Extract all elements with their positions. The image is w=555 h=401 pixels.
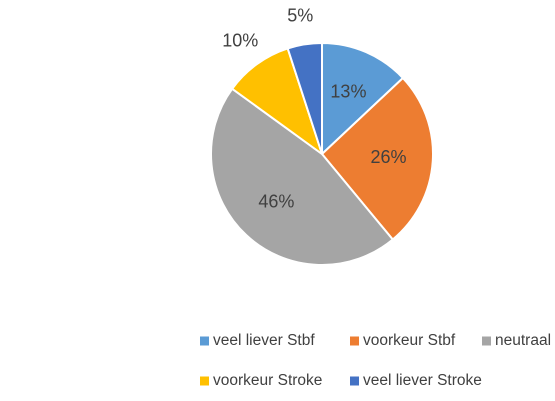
legend-marker	[482, 336, 491, 346]
data-label: 46%	[258, 191, 294, 211]
legend-label: veel liever Stbf	[213, 332, 315, 349]
data-label: 5%	[287, 5, 313, 25]
legend-marker	[200, 376, 209, 386]
data-label: 10%	[222, 30, 258, 50]
pie-slice	[320, 76, 434, 241]
legend-label: voorkeur Stbf	[363, 332, 456, 349]
legend-marker	[350, 336, 359, 346]
data-label: 26%	[370, 147, 406, 167]
pie-slice	[210, 87, 395, 266]
legend-label: veel liever Stroke	[363, 372, 482, 389]
legend-marker	[350, 376, 359, 386]
data-label: 13%	[330, 82, 366, 102]
pie-slice	[321, 41, 405, 157]
legend-label: voorkeur Stroke	[213, 372, 322, 389]
legend-label: neutraal	[495, 332, 551, 349]
pie-slice	[286, 41, 323, 155]
legend-marker	[200, 336, 209, 346]
